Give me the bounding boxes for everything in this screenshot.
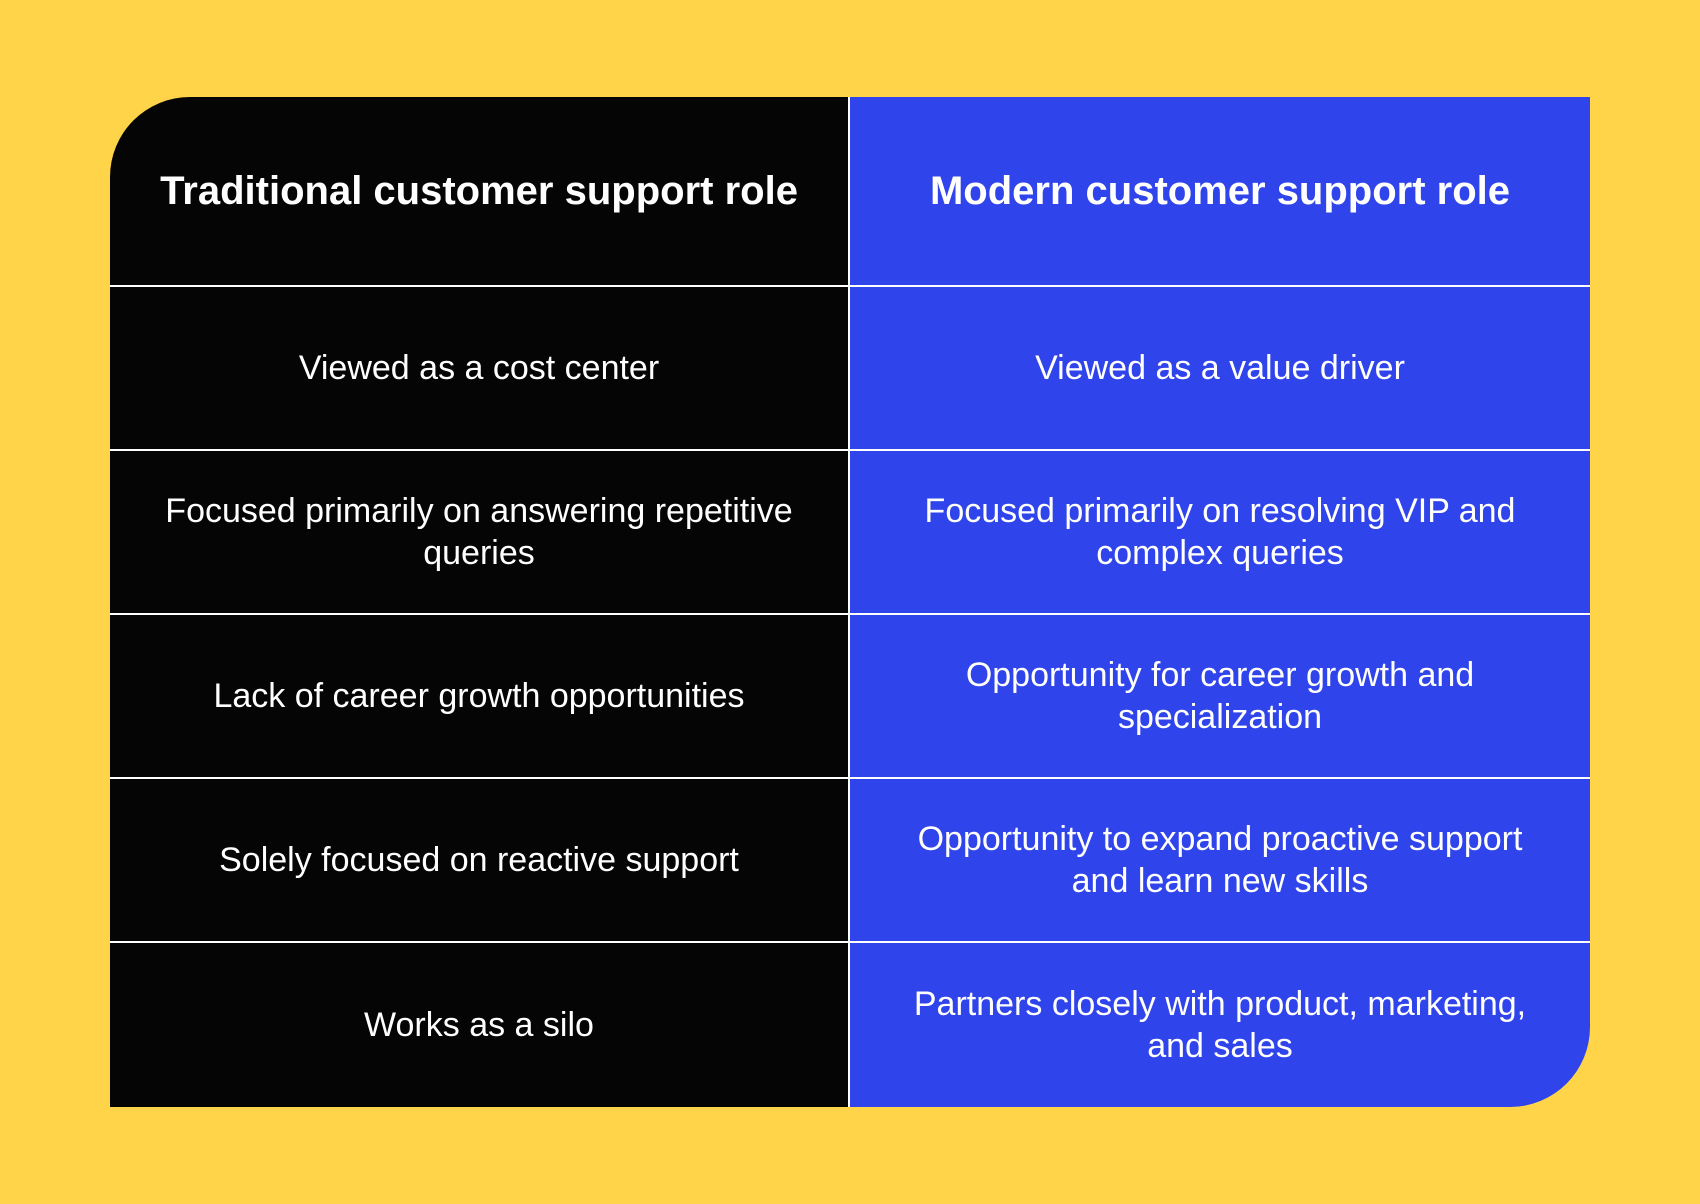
- cell-traditional: Lack of career growth opportunities: [110, 615, 850, 779]
- table-row: Solely focused on reactive support Oppor…: [110, 779, 1590, 943]
- cell-modern: Focused primarily on resolving VIP and c…: [850, 451, 1590, 615]
- header-modern: Modern customer support role: [850, 97, 1590, 287]
- cell-text: Focused primarily on answering repetitiv…: [150, 490, 808, 575]
- cell-modern: Partners closely with product, marketing…: [850, 943, 1590, 1107]
- table-row: Viewed as a cost center Viewed as a valu…: [110, 287, 1590, 451]
- cell-text: Partners closely with product, marketing…: [890, 983, 1550, 1068]
- cell-traditional: Works as a silo: [110, 943, 850, 1107]
- comparison-table: Traditional customer support role Modern…: [110, 97, 1590, 1107]
- cell-traditional: Focused primarily on answering repetitiv…: [110, 451, 850, 615]
- cell-traditional: Solely focused on reactive support: [110, 779, 850, 943]
- header-traditional: Traditional customer support role: [110, 97, 850, 287]
- cell-modern: Opportunity for career growth and specia…: [850, 615, 1590, 779]
- table-row: Lack of career growth opportunities Oppo…: [110, 615, 1590, 779]
- cell-modern: Opportunity to expand proactive support …: [850, 779, 1590, 943]
- cell-text: Focused primarily on resolving VIP and c…: [890, 490, 1550, 575]
- canvas: Traditional customer support role Modern…: [0, 0, 1700, 1204]
- cell-text: Viewed as a value driver: [1035, 347, 1405, 390]
- cell-text: Solely focused on reactive support: [219, 839, 739, 882]
- cell-text: Opportunity for career growth and specia…: [890, 654, 1550, 739]
- header-traditional-text: Traditional customer support role: [160, 166, 798, 216]
- table-header-row: Traditional customer support role Modern…: [110, 97, 1590, 287]
- table-row: Works as a silo Partners closely with pr…: [110, 943, 1590, 1107]
- cell-modern: Viewed as a value driver: [850, 287, 1590, 451]
- cell-text: Viewed as a cost center: [299, 347, 659, 390]
- header-modern-text: Modern customer support role: [930, 166, 1510, 216]
- cell-traditional: Viewed as a cost center: [110, 287, 850, 451]
- table-row: Focused primarily on answering repetitiv…: [110, 451, 1590, 615]
- cell-text: Lack of career growth opportunities: [213, 675, 744, 718]
- cell-text: Works as a silo: [364, 1004, 594, 1047]
- cell-text: Opportunity to expand proactive support …: [890, 818, 1550, 903]
